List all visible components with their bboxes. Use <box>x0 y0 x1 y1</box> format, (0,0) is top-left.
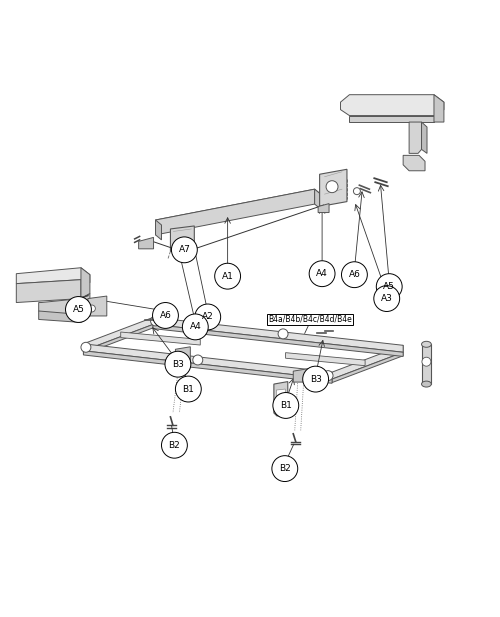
Polygon shape <box>138 238 154 249</box>
Circle shape <box>309 261 335 287</box>
Text: B4a/B4b/B4c/B4d/B4e: B4a/B4b/B4c/B4d/B4e <box>268 315 351 324</box>
Polygon shape <box>276 389 285 410</box>
Circle shape <box>376 274 402 299</box>
Text: B2: B2 <box>279 464 290 473</box>
Polygon shape <box>320 169 347 207</box>
Polygon shape <box>176 347 190 360</box>
Polygon shape <box>422 344 432 384</box>
Circle shape <box>81 342 91 352</box>
Circle shape <box>150 316 160 326</box>
Polygon shape <box>88 296 107 316</box>
Circle shape <box>176 376 202 402</box>
Polygon shape <box>84 325 153 354</box>
Polygon shape <box>156 189 320 225</box>
Circle shape <box>422 357 431 366</box>
Ellipse shape <box>422 381 432 387</box>
Circle shape <box>326 181 338 193</box>
Text: A5: A5 <box>72 305 85 314</box>
Circle shape <box>302 366 328 392</box>
Polygon shape <box>294 369 308 382</box>
Polygon shape <box>16 268 90 284</box>
Circle shape <box>374 286 400 312</box>
Circle shape <box>273 392 298 418</box>
Polygon shape <box>16 280 81 302</box>
Circle shape <box>66 297 92 323</box>
Polygon shape <box>84 344 332 379</box>
Circle shape <box>272 456 297 481</box>
Circle shape <box>278 329 288 339</box>
Polygon shape <box>286 353 365 366</box>
Text: A4: A4 <box>316 269 328 278</box>
Circle shape <box>162 433 188 458</box>
Text: B1: B1 <box>280 401 291 410</box>
Polygon shape <box>332 352 403 383</box>
Circle shape <box>214 263 240 289</box>
Polygon shape <box>38 294 90 316</box>
Polygon shape <box>38 308 90 323</box>
Text: A6: A6 <box>160 311 172 320</box>
Text: B1: B1 <box>182 384 194 394</box>
Polygon shape <box>170 226 194 251</box>
Polygon shape <box>156 220 162 240</box>
Text: A4: A4 <box>190 323 201 331</box>
Polygon shape <box>156 189 314 235</box>
Circle shape <box>182 314 208 340</box>
Text: B2: B2 <box>168 441 180 450</box>
Polygon shape <box>318 204 329 212</box>
Text: A1: A1 <box>222 271 234 281</box>
Circle shape <box>152 302 178 328</box>
Circle shape <box>88 305 96 312</box>
Polygon shape <box>84 318 153 350</box>
Polygon shape <box>340 94 444 115</box>
Polygon shape <box>84 350 332 383</box>
Polygon shape <box>332 346 403 379</box>
Polygon shape <box>120 332 200 345</box>
Circle shape <box>342 262 367 288</box>
Text: A7: A7 <box>178 246 190 254</box>
Circle shape <box>172 237 198 263</box>
Circle shape <box>193 355 203 365</box>
Text: B3: B3 <box>172 360 184 369</box>
Circle shape <box>354 188 360 194</box>
Polygon shape <box>81 268 90 299</box>
Circle shape <box>323 371 333 381</box>
Ellipse shape <box>422 341 432 347</box>
Text: A6: A6 <box>348 270 360 279</box>
Polygon shape <box>403 155 425 171</box>
Text: B3: B3 <box>310 375 322 384</box>
Polygon shape <box>350 115 434 122</box>
Text: A5: A5 <box>384 282 395 291</box>
Polygon shape <box>153 325 403 357</box>
Text: A2: A2 <box>202 312 213 321</box>
Polygon shape <box>434 94 444 122</box>
Polygon shape <box>153 318 403 352</box>
Polygon shape <box>274 381 288 416</box>
Circle shape <box>165 351 191 377</box>
Text: A3: A3 <box>381 294 392 303</box>
Polygon shape <box>314 189 320 209</box>
Circle shape <box>195 304 220 330</box>
Polygon shape <box>409 122 422 154</box>
Polygon shape <box>422 122 427 154</box>
